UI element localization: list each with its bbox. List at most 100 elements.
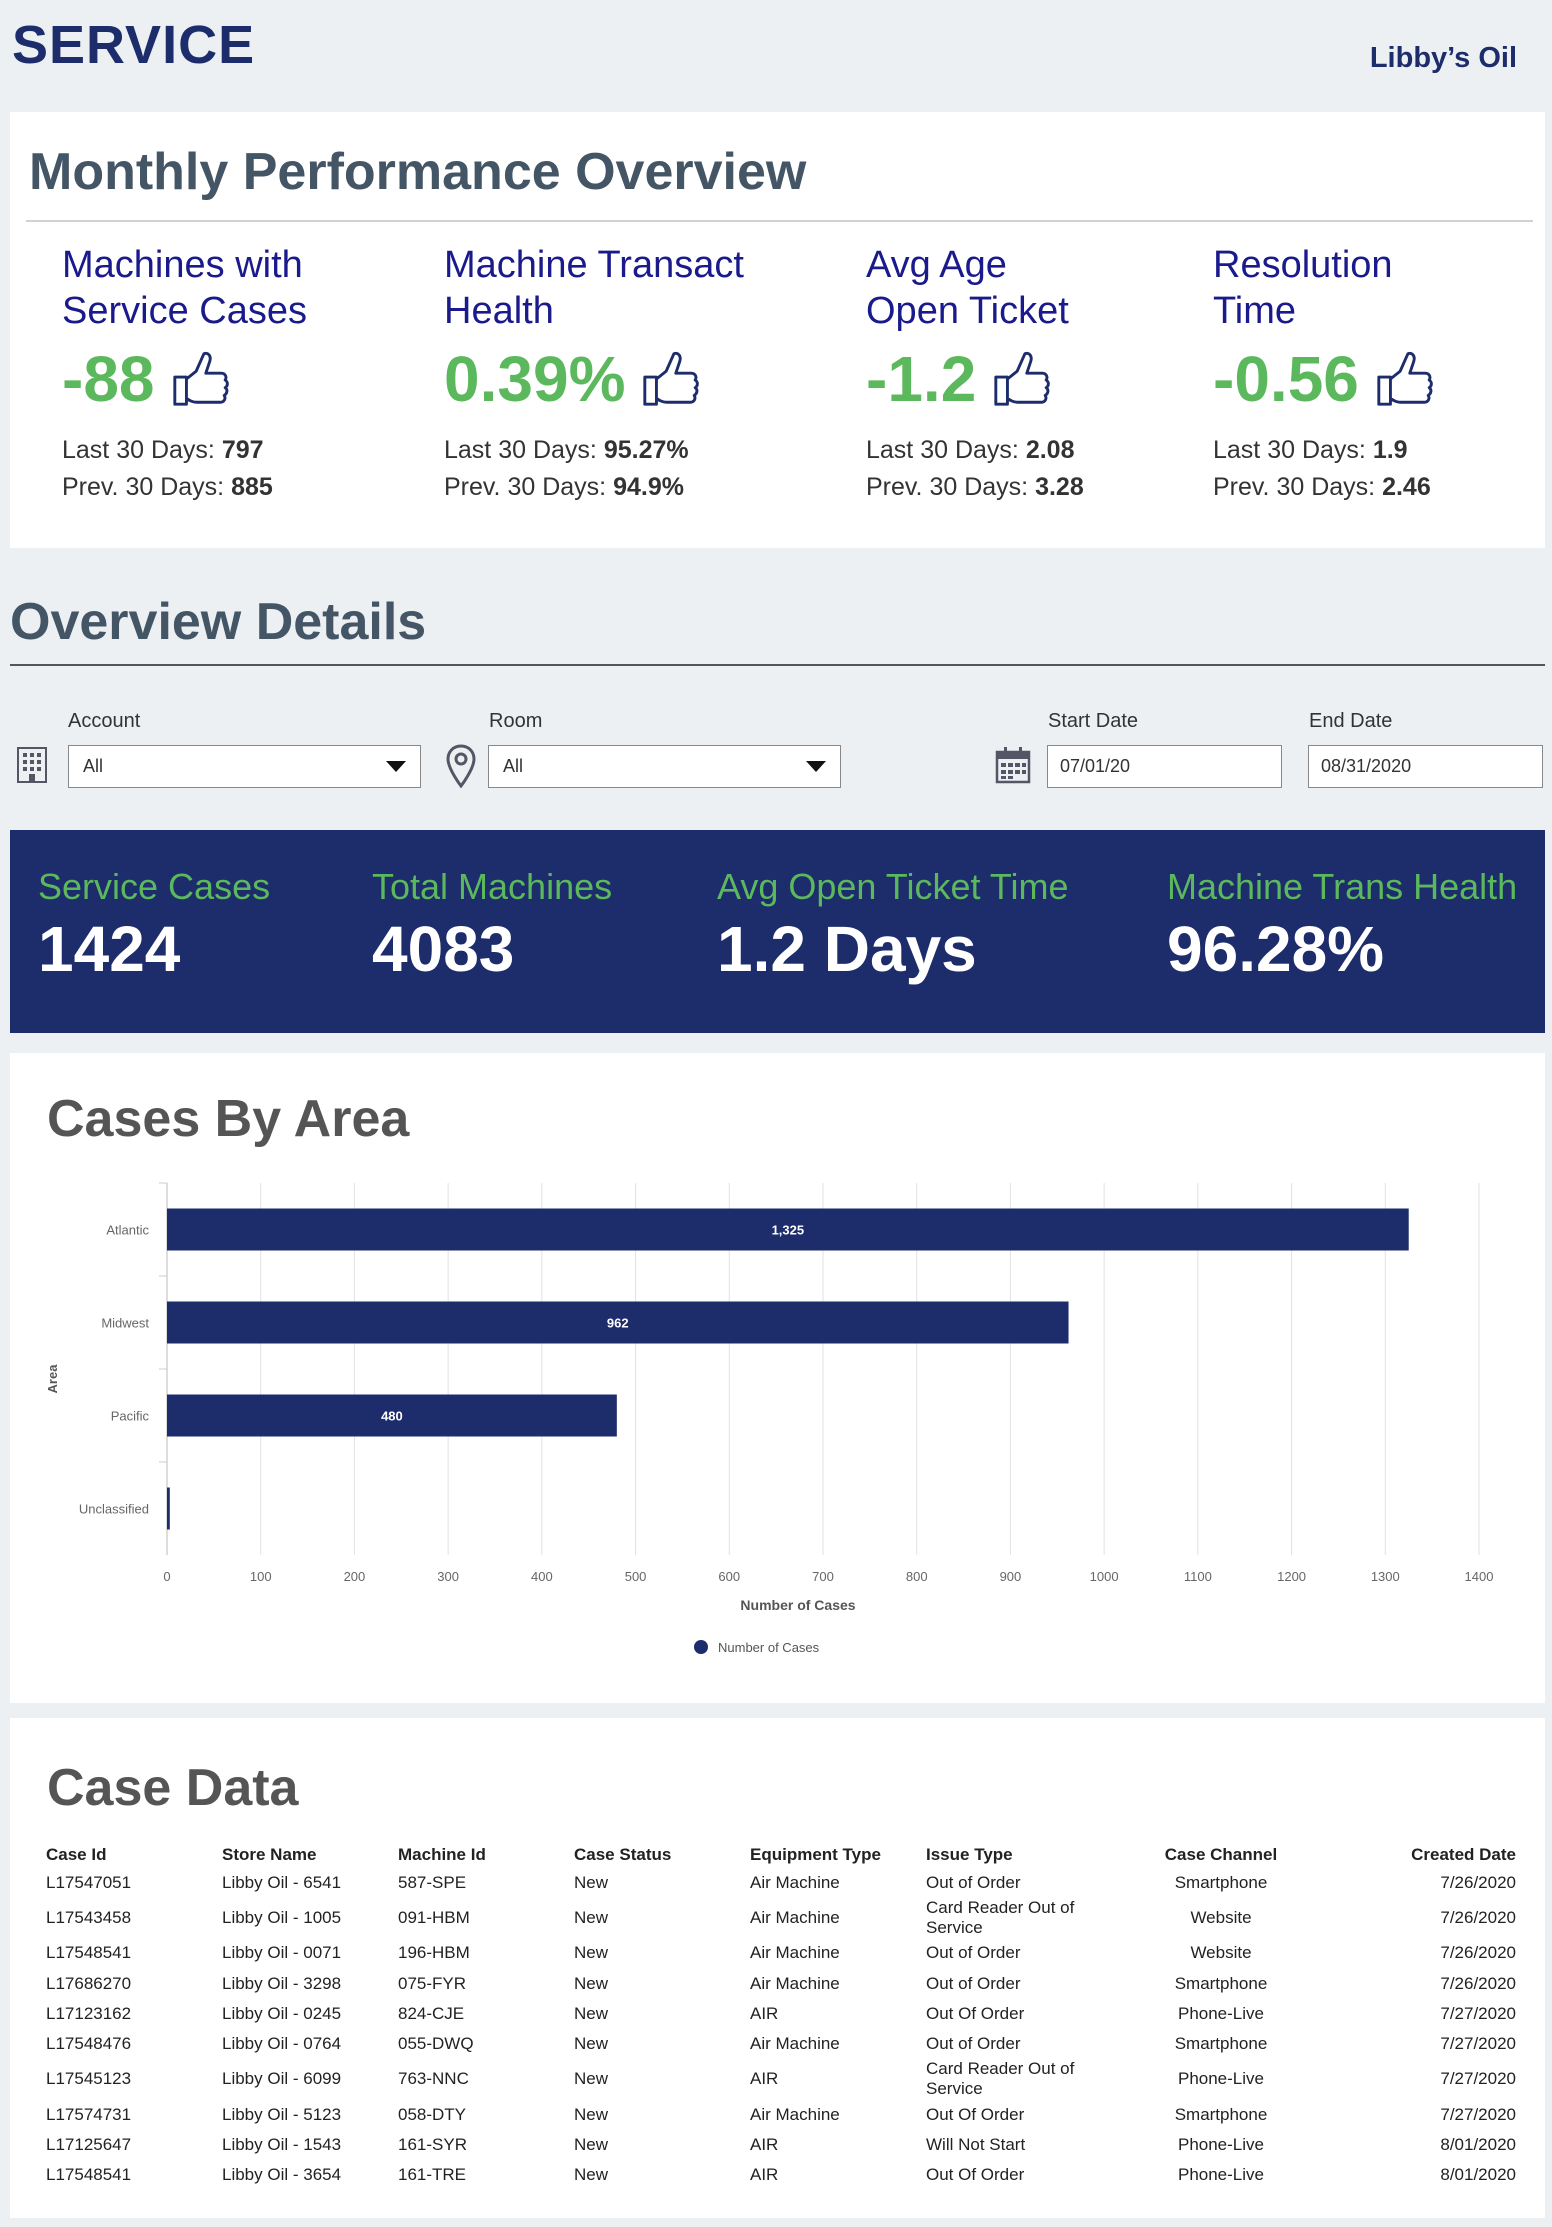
legend-label: Number of Cases <box>718 1640 820 1655</box>
table-cell: AIR <box>750 2134 779 2154</box>
table-cell: Libby Oil - 3654 <box>222 2165 342 2185</box>
stat-label: Machine Trans Health <box>1167 866 1518 907</box>
table-header-row: Case Id Store Name Machine Id Case Status Eq… <box>46 1842 1516 1868</box>
column-header[interactable]: Issue Type <box>926 1845 1013 1864</box>
table-cell: AIR <box>750 2004 779 2024</box>
kpi-prev-label: Prev. 30 Days: <box>444 473 607 501</box>
table-row[interactable]: L17543458 Libby Oil - 1005 091-HBM New Air M… <box>46 1898 1516 1938</box>
kpi-avg-age-open-ticket: Avg Age Open Ticket -1.2 Last 30 Days: 2… <box>866 242 1196 502</box>
table-cell: Air Machine <box>750 1873 840 1893</box>
bar <box>167 1301 1069 1344</box>
x-tick-label: 700 <box>812 1569 834 1584</box>
x-tick-label: 300 <box>437 1569 459 1584</box>
table-cell: 7/26/2020 <box>1440 1908 1516 1928</box>
kpi-prev-label: Prev. 30 Days: <box>1213 473 1376 501</box>
table-cell: Will Not Start <box>926 2134 1026 2154</box>
table-cell: Air Machine <box>750 1973 840 1993</box>
room-select[interactable]: All <box>488 745 841 788</box>
thumbs-up-icon <box>643 351 700 406</box>
column-header[interactable]: Store Name <box>222 1845 317 1864</box>
x-tick-label: 1400 <box>1465 1569 1494 1584</box>
thumbs-up-icon <box>994 351 1051 406</box>
kpi-last-value: 797 <box>221 436 264 464</box>
table-cell: Out Of Order <box>926 2165 1025 2185</box>
table-cell: 8/01/2020 <box>1440 2165 1516 2185</box>
x-tick-label: 1200 <box>1277 1569 1306 1584</box>
table-title: Case Data <box>47 1759 299 1817</box>
case-data-card: Case Data Case Id Store Name Machine Id Cas… <box>10 1718 1545 2218</box>
table-cell: 161-SYR <box>398 2134 467 2154</box>
x-tick-label: 1000 <box>1090 1569 1119 1584</box>
table-row[interactable]: L17123162 Libby Oil - 0245 824-CJE New AIR Ou… <box>46 1999 1516 2029</box>
room-label: Room <box>489 710 543 732</box>
column-header[interactable]: Equipment Type <box>750 1845 881 1864</box>
table-cell: 7/26/2020 <box>1440 1873 1516 1893</box>
stat-service-cases: Service Cases 1424 <box>38 866 270 986</box>
legend-marker <box>694 1640 708 1654</box>
table-cell: 7/27/2020 <box>1440 2004 1516 2024</box>
table-row[interactable]: L17548541 Libby Oil - 3654 161-TRE New AIR Ou… <box>46 2160 1516 2190</box>
performance-card: Monthly Performance Overview Machines wi… <box>10 112 1545 548</box>
column-header[interactable]: Case Id <box>46 1845 107 1864</box>
table-cell: 7/26/2020 <box>1440 1973 1516 1993</box>
start-date-label: Start Date <box>1048 710 1139 732</box>
column-header[interactable]: Machine Id <box>398 1845 486 1864</box>
table-cell: L17548476 <box>46 2034 132 2054</box>
kpi-last-label: Last 30 Days: <box>444 436 597 464</box>
kpi-title: Machines with Service Cases <box>62 242 392 334</box>
column-header[interactable]: Case Channel <box>1164 1845 1278 1864</box>
table-row[interactable]: L17574731 Libby Oil - 5123 058-DTY New Air M… <box>46 2099 1516 2129</box>
table-cell: L17125647 <box>46 2134 132 2154</box>
data-label: 962 <box>607 1316 629 1331</box>
location-pin-icon <box>446 744 476 788</box>
table-cell: Air Machine <box>750 1908 840 1928</box>
kpi-title-line: Health <box>444 290 554 332</box>
table-cell: Phone-Live <box>1177 2134 1264 2154</box>
table-cell: New <box>574 2134 609 2154</box>
stat-machine-trans-health: Machine Trans Health 96.28% <box>1167 866 1517 986</box>
kpi-last-value: 1.9 <box>1372 436 1408 464</box>
table-cell: Libby Oil - 6541 <box>222 1873 342 1893</box>
table-cell: New <box>574 2069 609 2089</box>
stat-label: Avg Open Ticket Time <box>717 866 1069 907</box>
table-cell: L17123162 <box>46 2004 132 2024</box>
column-header[interactable]: Created Date <box>1411 1845 1516 1864</box>
chevron-down-icon <box>806 761 826 772</box>
table-cell: Air Machine <box>750 1943 840 1963</box>
column-header[interactable]: Case Status <box>574 1845 672 1864</box>
table-cell: 161-TRE <box>398 2165 467 2185</box>
end-date-input[interactable]: 08/31/2020 <box>1308 745 1543 788</box>
table-cell: Out of Order <box>926 2034 1021 2054</box>
x-tick-label: 900 <box>1000 1569 1022 1584</box>
bar <box>167 1208 1409 1251</box>
kpi-prev-value: 2.46 <box>1382 473 1431 501</box>
table-cell: Libby Oil - 1543 <box>222 2134 342 2154</box>
table-cell: New <box>574 2165 609 2185</box>
bar <box>167 1394 617 1437</box>
table-cell: Card Reader Out of Service <box>926 2059 1075 2099</box>
table-row[interactable]: L17547051 Libby Oil - 6541 587-SPE New Air M… <box>46 1868 1516 1898</box>
table-row[interactable]: L17686270 Libby Oil - 3298 075-FYR New Air M… <box>46 1969 1516 1999</box>
table-cell: L17545123 <box>46 2069 132 2089</box>
start-date-input[interactable]: 07/01/20 <box>1047 745 1282 788</box>
table-cell: L17543458 <box>46 1908 132 1928</box>
table-row[interactable]: L17548541 Libby Oil - 0071 196-HBM New Air M… <box>46 1938 1516 1968</box>
table-cell: Out Of Order <box>926 2104 1025 2124</box>
table-cell: L17548541 <box>46 2165 132 2185</box>
table-row[interactable]: L17125647 Libby Oil - 1543 161-SYR New AIR Wi… <box>46 2130 1516 2160</box>
cases-by-area-chart: 0 100 200 300 400 500 600 700 800 900 1000 1100 1200… <box>45 1182 1494 1655</box>
x-tick-label: 400 <box>531 1569 553 1584</box>
account-select-value: All <box>83 756 104 776</box>
account-select[interactable]: All <box>68 745 421 788</box>
case-data-table: Case Id Store Name Machine Id Case Status Eq… <box>46 1842 1516 2190</box>
kpi-last-value: 95.27% <box>603 436 689 464</box>
table-cell: Phone-Live <box>1177 2165 1264 2185</box>
kpi-value: -1.2 <box>866 343 977 415</box>
table-cell: New <box>574 2034 609 2054</box>
kpi-machines-service-cases: Machines with Service Cases -88 Last 30 … <box>62 242 392 502</box>
table-row[interactable]: L17548476 Libby Oil - 0764 055-DWQ New Air M… <box>46 2029 1516 2059</box>
kpi-last-value: 2.08 <box>1025 436 1075 464</box>
performance-title: Monthly Performance Overview <box>29 143 807 201</box>
stat-value: 1424 <box>38 913 181 985</box>
table-row[interactable]: L17545123 Libby Oil - 6099 763-NNC New AIR Ca… <box>46 2059 1516 2099</box>
